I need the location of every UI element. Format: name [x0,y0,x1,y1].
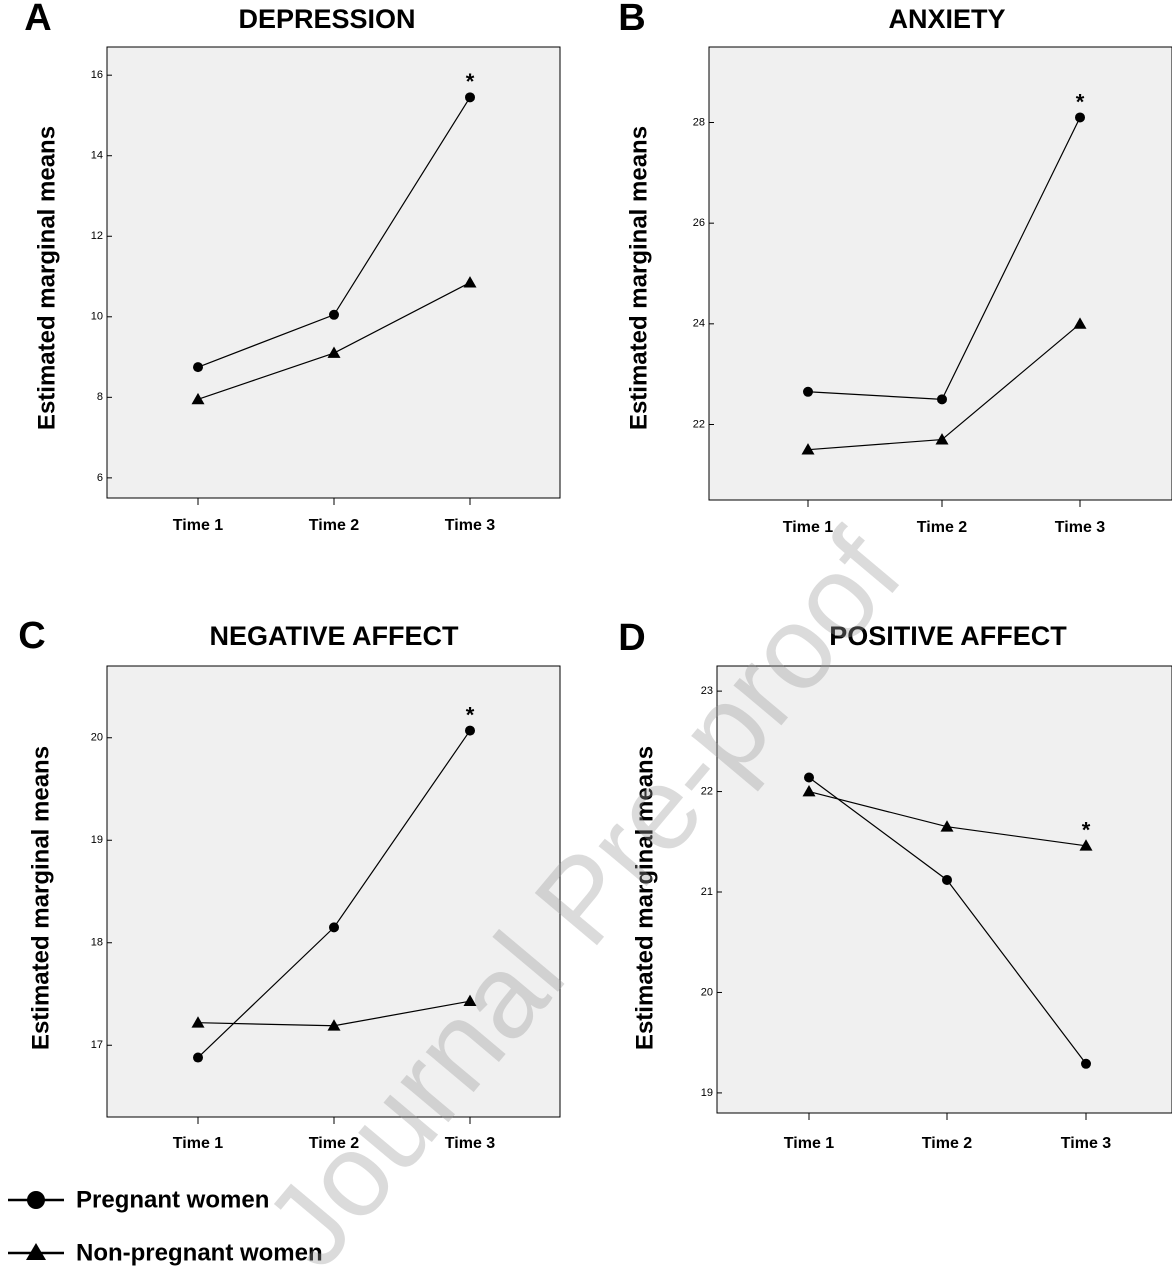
x-tick-label: Time 1 [173,1135,224,1152]
y-tick-label: 22 [701,785,713,797]
data-point-triangle [191,392,205,405]
x-tick-label: Time 2 [917,519,968,536]
data-point-circle [937,394,947,405]
x-tick-label: Time 3 [445,1135,496,1152]
data-point-triangle [935,433,949,445]
data-point-circle [804,772,814,783]
plot-area [708,46,1172,501]
y-tick-label: 28 [693,116,705,128]
y-tick-label: 21 [701,886,713,898]
data-point-triangle [327,1019,341,1031]
chart-panel-a: A DEPRESSION Estimated marginal means 6 8 10 1… [24,0,561,534]
x-tick-label: Time 2 [922,1135,973,1152]
x-tick-label: Time 1 [173,517,224,534]
legend-marker-triangle [26,1243,46,1260]
y-axis-label: Estimated marginal means [27,746,54,1050]
y-tick-label: 16 [91,69,103,81]
data-point-triangle [191,1016,205,1028]
x-tick-label: Time 2 [309,517,360,534]
data-point-circle [465,92,475,103]
data-point-circle [329,309,339,320]
data-point-triangle [802,785,816,797]
significance-star: * [1082,818,1091,843]
y-tick-label: 23 [701,685,713,697]
y-tick-label: 17 [91,1039,103,1051]
y-tick-label: 24 [693,318,705,330]
x-tick-label: Time 3 [1055,519,1106,536]
plot-area [716,665,1172,1114]
y-tick-label: 26 [693,217,705,229]
data-point-triangle [940,820,954,832]
y-tick-label: 20 [701,986,713,998]
data-point-triangle [1073,317,1087,329]
data-point-circle [193,1052,203,1063]
data-point-triangle [1079,839,1093,851]
x-tick-label: Time 2 [309,1135,360,1152]
y-tick-label: 12 [91,230,103,242]
panel-letter: C [18,615,45,657]
chart-title: NEGATIVE AFFECT [210,621,460,651]
data-point-triangle [327,346,341,358]
chart-panel-d: D POSITIVE AFFECT Estimated marginal means… [618,617,1172,1152]
y-axis-label: Estimated marginal means [631,746,658,1050]
data-point-circle [1081,1058,1091,1069]
chart-title: ANXIETY [888,4,1005,34]
plot-area [106,665,561,1118]
y-tick-label: 8 [97,391,103,403]
data-point-circle [193,362,203,373]
data-point-circle [803,386,813,397]
significance-star: * [466,702,475,727]
chart-panel-c: C NEGATIVE AFFECT Estimated marginal means… [18,615,561,1152]
chart-panel-b: B ANXIETY Estimated marginal means 22 24 26 28… [618,0,1172,536]
data-point-circle [329,922,339,933]
chart-title: DEPRESSION [238,4,415,34]
data-point-triangle [463,994,477,1007]
y-tick-label: 20 [91,732,103,744]
x-tick-label: Time 3 [445,517,496,534]
y-tick-label: 14 [91,150,103,162]
x-tick-label: Time 1 [784,1135,835,1152]
data-point-triangle [463,276,477,288]
legend-label: Non-pregnant women [76,1239,323,1266]
significance-star: * [1076,89,1085,114]
y-tick-label: 6 [97,472,103,484]
significance-star: * [466,69,475,94]
legend-label: Pregnant women [76,1186,269,1213]
panel-letter: A [24,0,51,39]
y-tick-label: 19 [701,1087,713,1099]
panel-letter: D [618,617,645,659]
panel-letter: B [618,0,645,39]
legend: Pregnant women Non-pregnant women [8,1186,323,1266]
x-tick-label: Time 1 [783,519,834,536]
legend-marker-circle [27,1191,45,1209]
y-tick-label: 22 [693,418,705,430]
data-point-triangle [801,443,815,455]
y-tick-label: 10 [91,311,103,323]
x-tick-label: Time 3 [1061,1135,1112,1152]
chart-title: POSITIVE AFFECT [829,621,1067,651]
data-point-circle [1075,112,1085,123]
y-tick-label: 18 [91,937,103,949]
data-point-circle [465,725,475,736]
data-point-circle [942,874,952,885]
plot-area [106,46,561,499]
y-axis-label: Estimated marginal means [33,126,60,430]
y-tick-label: 19 [91,834,103,846]
y-axis-label: Estimated marginal means [625,126,652,430]
